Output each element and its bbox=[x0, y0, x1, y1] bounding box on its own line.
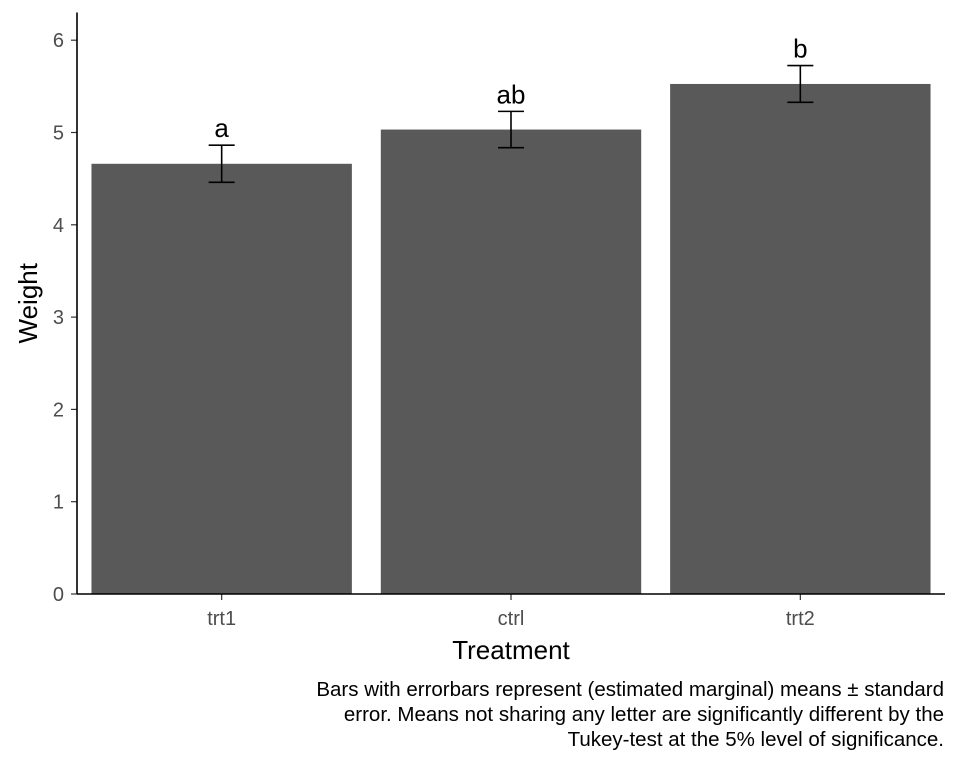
caption-line: Tukey-test at the 5% level of significan… bbox=[567, 728, 944, 751]
y-tick-label: 0 bbox=[53, 584, 64, 606]
significance-letter-trt1: a bbox=[214, 113, 229, 143]
y-axis-title: Weight bbox=[13, 262, 43, 343]
y-tick-label: 2 bbox=[53, 399, 64, 421]
errorbars-layer bbox=[208, 64, 814, 184]
x-tick-label: ctrl bbox=[498, 608, 525, 630]
significance-letter-trt2: b bbox=[793, 34, 807, 64]
errorbar-trt2 bbox=[787, 64, 814, 104]
x-axis-title: Treatment bbox=[452, 635, 570, 665]
caption: Bars with errorbars represent (estimated… bbox=[224, 677, 944, 752]
y-tick-label: 6 bbox=[53, 30, 64, 52]
caption-line: error. Means not sharing any letter are … bbox=[343, 703, 944, 726]
y-tick-label: 4 bbox=[53, 215, 64, 237]
x-tick-label: trt2 bbox=[786, 608, 815, 630]
bar-trt1 bbox=[91, 163, 352, 594]
significance-letters-layer: a ab b bbox=[214, 34, 807, 144]
axes-layer: trt1 ctrl trt2 0 1 2 3 4 5 6 bbox=[53, 12, 945, 630]
x-tick-label: trt1 bbox=[207, 608, 236, 630]
caption-line: Bars with errorbars represent (estimated… bbox=[316, 678, 944, 701]
bar-ctrl bbox=[380, 129, 642, 595]
significance-letter-ctrl: ab bbox=[497, 79, 526, 109]
errorbar-ctrl bbox=[498, 110, 524, 149]
y-tick-label: 5 bbox=[53, 123, 64, 145]
y-tick-label: 1 bbox=[53, 492, 64, 514]
y-tick-label: 3 bbox=[53, 307, 64, 329]
bars-layer bbox=[91, 83, 931, 595]
errorbar-trt1 bbox=[208, 144, 235, 184]
bar-trt2 bbox=[670, 83, 931, 595]
